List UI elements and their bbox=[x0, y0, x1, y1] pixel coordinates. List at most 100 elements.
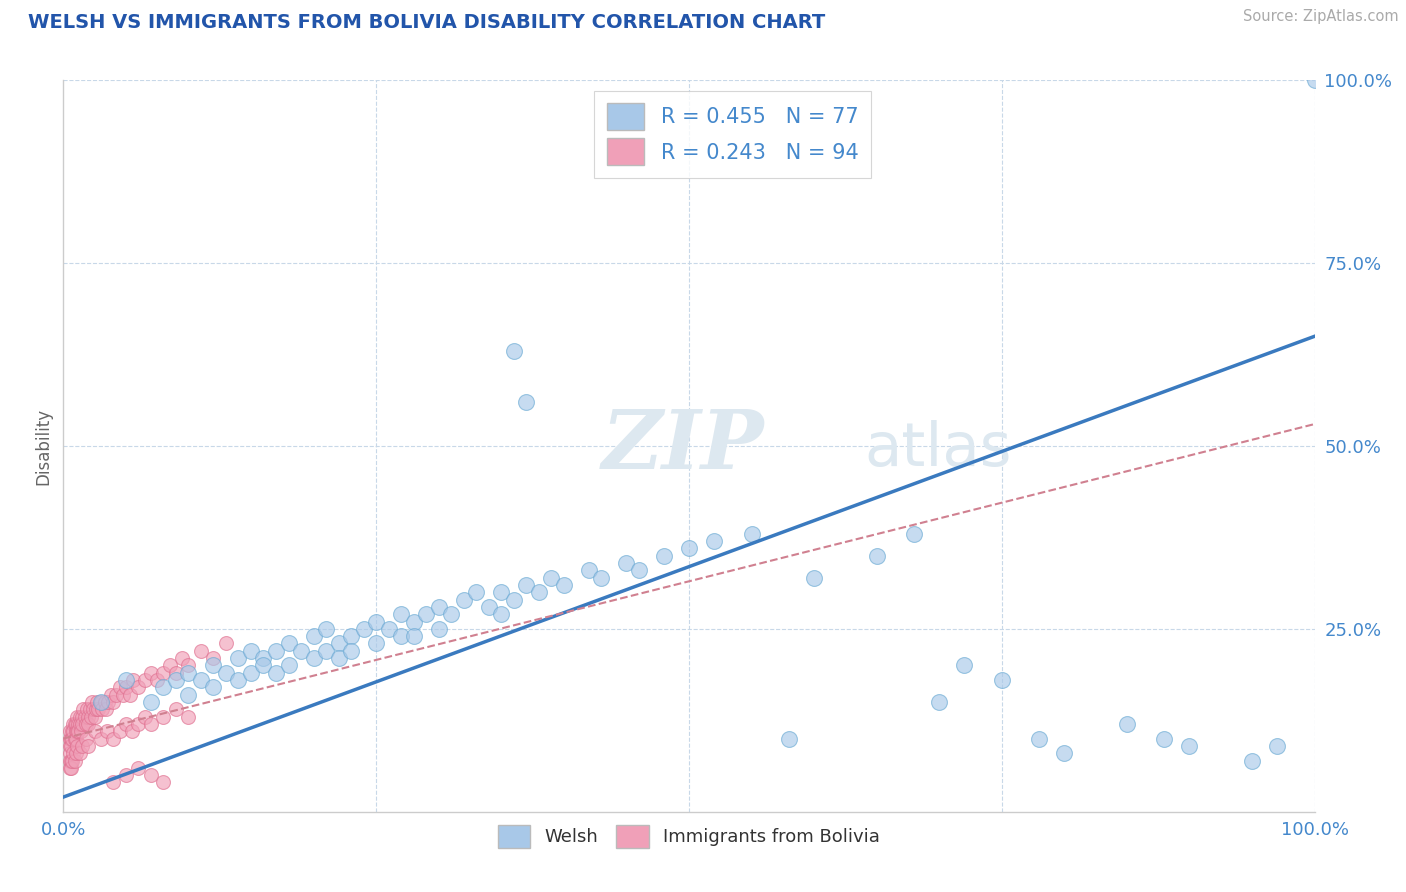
Point bbox=[103, 731, 125, 746]
Point bbox=[70, 709, 93, 723]
Point bbox=[478, 599, 501, 614]
Point bbox=[627, 563, 650, 577]
Point bbox=[115, 673, 138, 687]
Point bbox=[177, 709, 200, 723]
Point bbox=[465, 585, 488, 599]
Point bbox=[58, 739, 80, 753]
Point bbox=[1178, 739, 1201, 753]
Point bbox=[65, 731, 87, 746]
Point bbox=[239, 665, 263, 680]
Point bbox=[139, 665, 162, 680]
Point bbox=[953, 658, 976, 673]
Point bbox=[62, 724, 84, 739]
Point bbox=[87, 702, 110, 716]
Point bbox=[591, 571, 613, 585]
Point bbox=[69, 724, 91, 739]
Point bbox=[97, 695, 120, 709]
Point bbox=[152, 775, 174, 789]
Point bbox=[228, 651, 250, 665]
Point bbox=[127, 717, 149, 731]
Point bbox=[65, 724, 87, 739]
Point bbox=[202, 658, 225, 673]
Text: Source: ZipAtlas.com: Source: ZipAtlas.com bbox=[1243, 9, 1399, 24]
Point bbox=[491, 607, 513, 622]
Point bbox=[928, 695, 950, 709]
Point bbox=[264, 665, 287, 680]
Point bbox=[177, 665, 200, 680]
Point bbox=[527, 585, 550, 599]
Point bbox=[108, 681, 131, 695]
Point bbox=[152, 709, 174, 723]
Point bbox=[122, 673, 145, 687]
Point bbox=[60, 754, 83, 768]
Point bbox=[165, 665, 187, 680]
Point bbox=[491, 585, 513, 599]
Point bbox=[1303, 73, 1326, 87]
Point bbox=[62, 717, 84, 731]
Text: atlas: atlas bbox=[865, 420, 1012, 479]
Point bbox=[115, 681, 138, 695]
Point bbox=[70, 739, 93, 753]
Point bbox=[115, 768, 138, 782]
Point bbox=[215, 665, 238, 680]
Point bbox=[366, 615, 388, 629]
Point bbox=[803, 571, 825, 585]
Point bbox=[76, 702, 98, 716]
Point bbox=[991, 673, 1014, 687]
Point bbox=[59, 754, 82, 768]
Point bbox=[252, 658, 274, 673]
Point bbox=[866, 549, 889, 563]
Point bbox=[93, 695, 115, 709]
Point bbox=[139, 695, 162, 709]
Point bbox=[165, 673, 187, 687]
Point bbox=[290, 644, 312, 658]
Point bbox=[402, 629, 425, 643]
Point bbox=[77, 709, 100, 723]
Point bbox=[389, 607, 412, 622]
Point bbox=[340, 644, 363, 658]
Point bbox=[177, 658, 200, 673]
Point bbox=[69, 746, 91, 760]
Point bbox=[903, 526, 925, 541]
Point bbox=[778, 731, 800, 746]
Point bbox=[190, 644, 212, 658]
Point bbox=[103, 695, 125, 709]
Point bbox=[1153, 731, 1175, 746]
Point bbox=[73, 709, 96, 723]
Point bbox=[440, 607, 463, 622]
Point bbox=[553, 578, 575, 592]
Point bbox=[67, 724, 90, 739]
Point bbox=[75, 717, 97, 731]
Point bbox=[60, 731, 83, 746]
Legend: Welsh, Immigrants from Bolivia: Welsh, Immigrants from Bolivia bbox=[491, 818, 887, 855]
Point bbox=[741, 526, 763, 541]
Point bbox=[58, 746, 80, 760]
Point bbox=[427, 599, 450, 614]
Point bbox=[65, 746, 87, 760]
Point bbox=[60, 724, 83, 739]
Point bbox=[315, 644, 337, 658]
Point bbox=[302, 651, 325, 665]
Point bbox=[616, 556, 638, 570]
Point bbox=[75, 731, 97, 746]
Point bbox=[264, 644, 287, 658]
Point bbox=[146, 673, 169, 687]
Point bbox=[172, 651, 194, 665]
Point bbox=[353, 622, 375, 636]
Point bbox=[80, 709, 103, 723]
Point bbox=[377, 622, 399, 636]
Point bbox=[58, 761, 80, 775]
Point bbox=[139, 717, 162, 731]
Point bbox=[134, 709, 156, 723]
Point bbox=[103, 775, 125, 789]
Point bbox=[340, 629, 363, 643]
Point bbox=[66, 724, 89, 739]
Point bbox=[152, 681, 174, 695]
Point bbox=[66, 739, 89, 753]
Point bbox=[228, 673, 250, 687]
Point bbox=[328, 636, 350, 650]
Point bbox=[703, 534, 725, 549]
Point bbox=[502, 343, 524, 358]
Point bbox=[72, 702, 94, 716]
Point bbox=[59, 761, 82, 775]
